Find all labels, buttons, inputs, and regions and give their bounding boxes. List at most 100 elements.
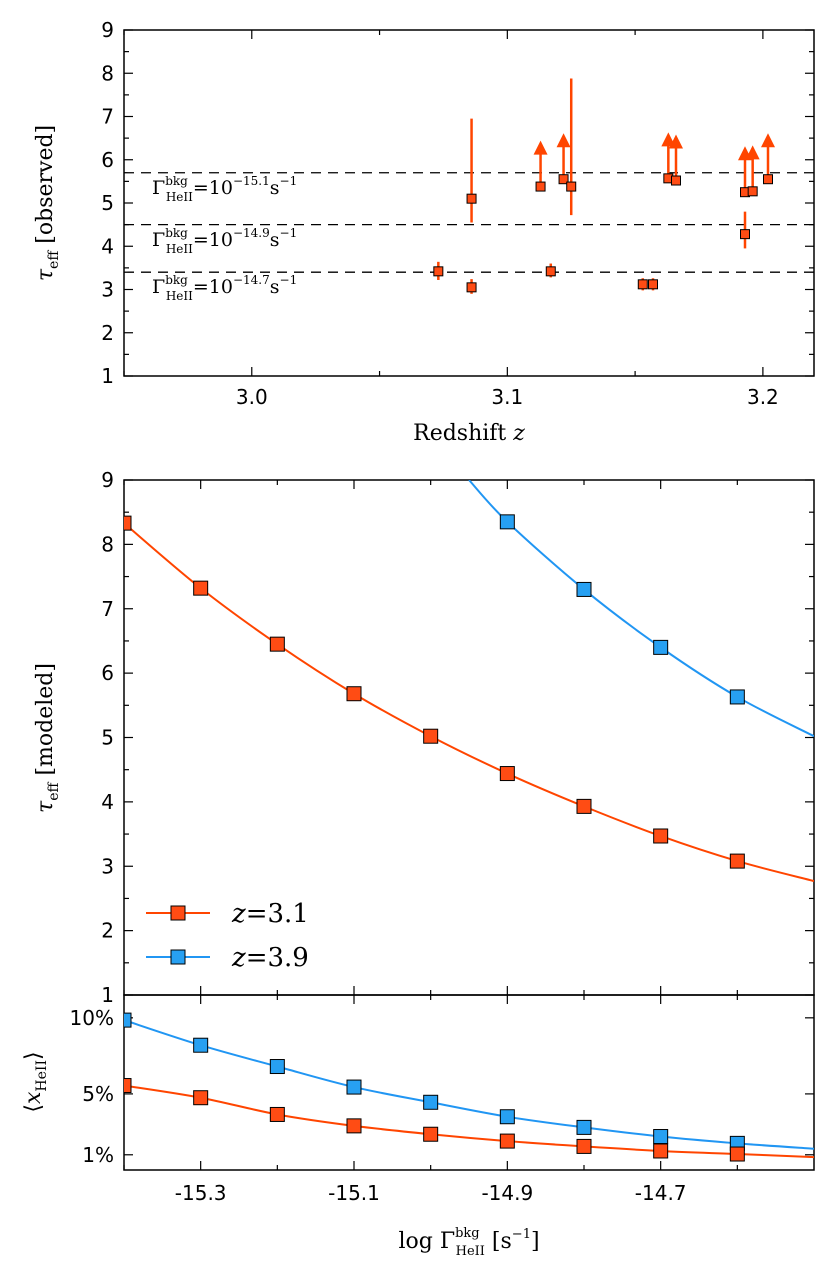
data-point: [433, 266, 444, 277]
ytick-label-p1-2: 2: [101, 321, 114, 345]
ytick-label-p1-6: 6: [101, 148, 114, 172]
series-marker-p2-0: [423, 728, 439, 744]
series-marker-p3-0: [499, 1133, 515, 1149]
series-marker-p2-1: [729, 689, 745, 705]
ytick-label-p2-8: 8: [101, 532, 114, 556]
xtick-label-p1-3.0: 3.0: [236, 385, 268, 409]
limit-arrow-head: [669, 134, 683, 149]
ytick-label-p1-3: 3: [101, 278, 114, 302]
series-marker-p3-0: [124, 1078, 132, 1094]
limit-arrow-head: [761, 133, 775, 148]
series-marker-p3-0: [729, 1146, 745, 1162]
panel-observed-xlabel: Redshift z: [413, 421, 525, 446]
xtick-label-p3--15.3: -15.3: [175, 1181, 227, 1205]
data-point: [671, 175, 681, 186]
series-marker-p2-0: [193, 580, 209, 596]
series-line-p2-0: [124, 522, 814, 883]
panel-modeled-frame: [123, 479, 815, 996]
data-point: [466, 193, 477, 204]
ytick-label-p3-5%: 5%: [82, 1082, 114, 1106]
panel-observed-ylabel: τeff [observed]: [33, 125, 62, 281]
panel-observed-reference-lines: [124, 172, 814, 273]
panel-fraction-ylabel: ⟨xHeII⟩: [21, 1051, 50, 1112]
xtick-label-p1-3.1: 3.1: [491, 385, 523, 409]
ytick-label-p1-7: 7: [101, 105, 114, 129]
legend: z=3.1 z=3.9: [146, 899, 309, 973]
series-marker-p2-0: [729, 853, 745, 869]
legend-label-z31: z=3.1: [231, 899, 309, 929]
panel-fraction-xlabel: log Γbkg HeII [s−1]: [398, 1226, 539, 1259]
ref-label-14.7: Γbkg HeII=10−14.7s−1: [152, 273, 297, 303]
data-point: [763, 174, 773, 185]
ref-label-14.9: Γbkg HeII=10−14.9s−1: [152, 226, 297, 256]
legend-label-z39: z=3.9: [231, 943, 309, 973]
series-marker-p3-1: [499, 1109, 515, 1125]
ytick-label-p1-9: 9: [101, 18, 114, 42]
xtick-label-p3--15.1: -15.1: [328, 1181, 380, 1205]
panel-modeled-series: [124, 480, 814, 883]
series-marker-p2-1: [499, 514, 515, 530]
series-marker-p2-0: [653, 828, 669, 844]
legend-marker-z31: [170, 905, 186, 921]
ytick-label-p1-5: 5: [101, 191, 114, 215]
data-point: [637, 279, 648, 290]
ytick-label-p3-10%: 10%: [70, 1006, 114, 1030]
panel-observed-ticks: 1 2 3 4 5 6 7 8 9 3.0 3.1 3.2: [101, 18, 814, 409]
series-marker-p3-0: [423, 1126, 439, 1142]
series-marker-p2-0: [269, 636, 285, 652]
ytick-label-p2-9: 9: [101, 468, 114, 492]
series-marker-p3-1: [124, 1012, 132, 1028]
data-point: [558, 174, 569, 185]
legend-marker-z39: [170, 949, 186, 965]
data-point: [740, 229, 750, 240]
limit-arrow-head: [533, 140, 548, 155]
panel-modeled-ylabel: τeff [modeled]: [33, 663, 62, 813]
series-marker-p3-1: [193, 1037, 209, 1053]
data-point: [535, 181, 546, 192]
xtick-label-p3--14.9: -14.9: [481, 1181, 533, 1205]
series-marker-p3-1: [346, 1079, 362, 1095]
xtick-label-p3--14.7: -14.7: [635, 1181, 687, 1205]
panel-modeled-ticks: 1 2 3 4 5 6 7 8 9: [101, 468, 814, 1007]
ytick-label-p1-1: 1: [101, 364, 114, 388]
series-line-p3-1: [124, 1019, 814, 1150]
data-point: [566, 181, 577, 192]
series-marker-p3-0: [653, 1143, 669, 1159]
ytick-label-p1-8: 8: [101, 61, 114, 85]
series-marker-p3-0: [193, 1090, 209, 1106]
series-marker-p3-0: [346, 1118, 362, 1134]
xtick-label-p1-3.2: 3.2: [747, 385, 779, 409]
ytick-label-p3-1%: 1%: [82, 1143, 114, 1167]
series-marker-p2-0: [346, 686, 362, 702]
series-marker-p3-1: [653, 1129, 669, 1145]
panel-fraction-series: [124, 1012, 814, 1162]
series-marker-p2-0: [576, 798, 592, 814]
data-point: [747, 186, 758, 197]
series-marker-p2-1: [576, 581, 592, 597]
series-marker-p3-1: [423, 1094, 439, 1110]
data-point: [466, 282, 477, 293]
series-marker-p3-0: [576, 1138, 592, 1154]
panel-observed-points: [433, 78, 775, 294]
ytick-label-p2-6: 6: [101, 661, 114, 685]
limit-arrow-head: [745, 145, 760, 160]
ytick-label-p2-3: 3: [101, 854, 114, 878]
ytick-label-p2-5: 5: [101, 726, 114, 750]
ytick-label-p2-4: 4: [101, 790, 114, 814]
series-marker-p3-1: [576, 1119, 592, 1135]
series-line-p2-1: [468, 480, 814, 738]
ytick-label-p2-1: 1: [101, 983, 114, 1007]
series-marker-p3-1: [269, 1059, 285, 1075]
data-point: [648, 279, 658, 290]
ref-label-15.1: Γbkg HeII=10−15.1s−1: [152, 174, 297, 204]
ytick-label-p1-4: 4: [101, 234, 114, 258]
series-marker-p3-0: [269, 1106, 285, 1122]
series-marker-p2-1: [653, 639, 669, 655]
series-marker-p2-0: [499, 766, 515, 782]
ytick-label-p2-7: 7: [101, 597, 114, 621]
ytick-label-p2-2: 2: [101, 919, 114, 943]
